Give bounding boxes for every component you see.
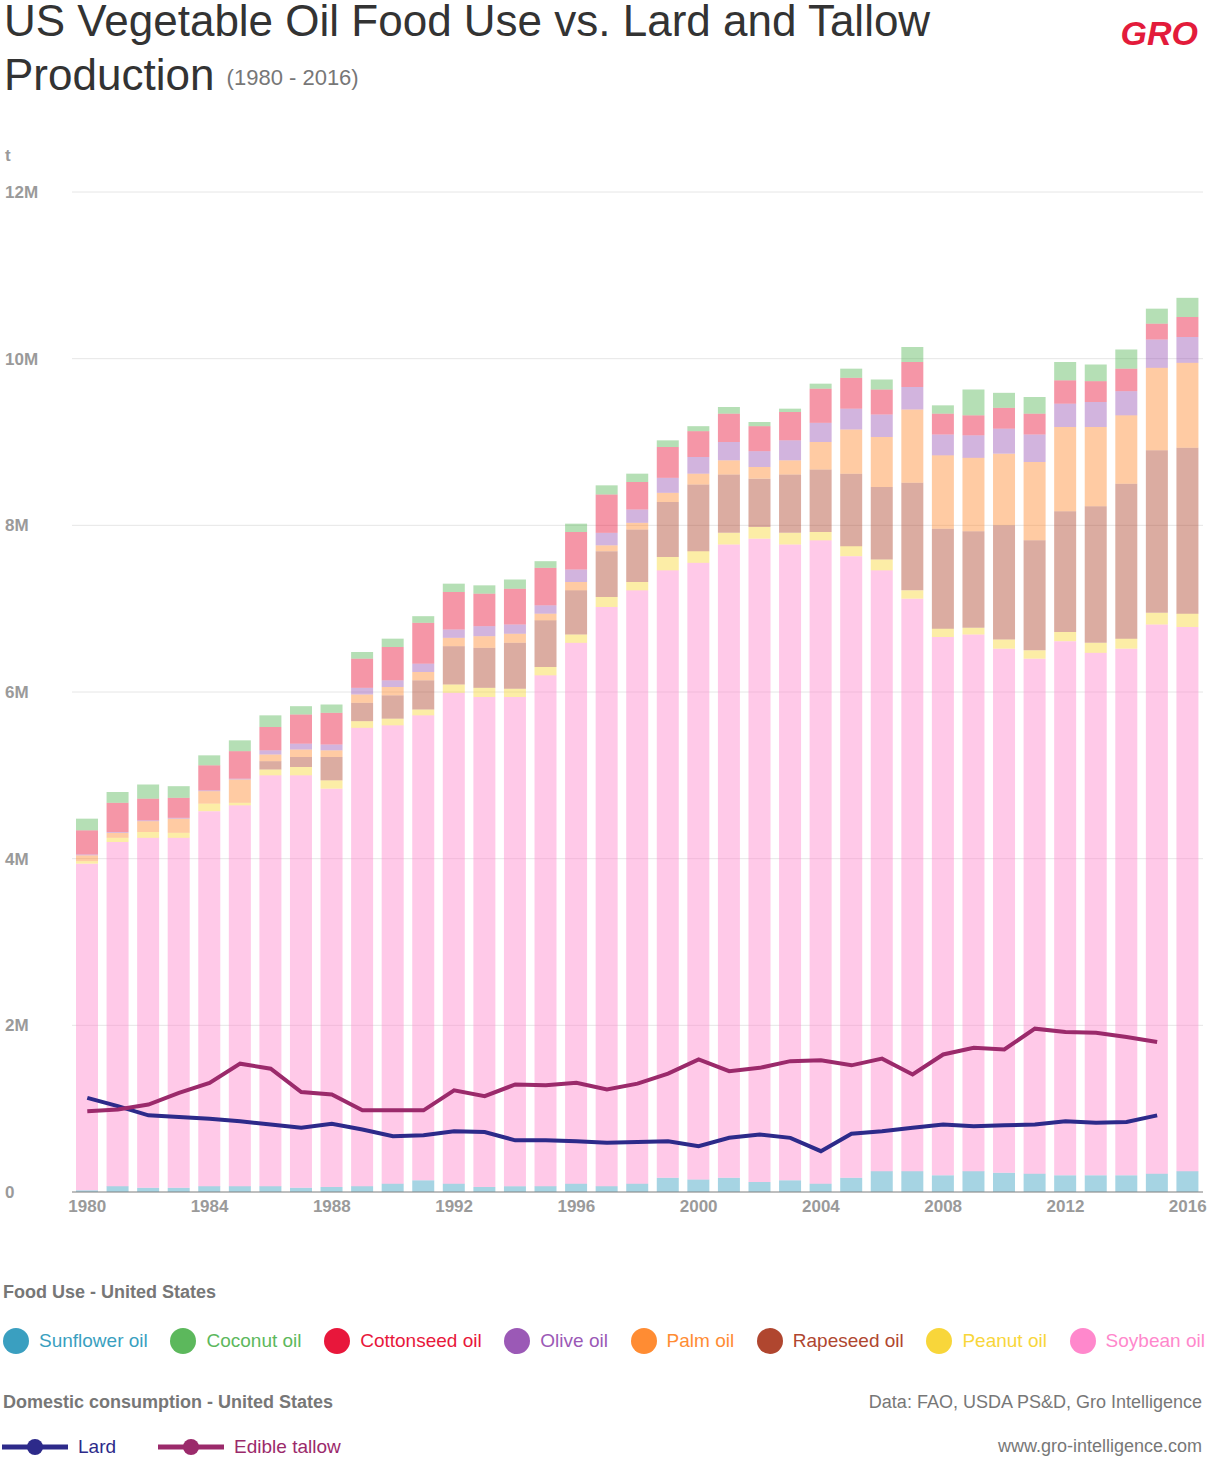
svg-text:10M: 10M: [8, 350, 38, 369]
svg-text:2008: 2008: [924, 1197, 962, 1216]
html-text:Peanut oil: Peanut oil: [962, 1330, 1047, 1351]
html-text:Palm oil: Palm oil: [666, 1330, 735, 1351]
svg-text:8M: 8M: [8, 516, 29, 535]
svg-text:0: 0: [8, 1183, 14, 1202]
svg-text:4M: 4M: [8, 850, 29, 869]
html-text:Lard: Lard: [78, 1436, 116, 1457]
svg-text:1992: 1992: [435, 1197, 473, 1216]
html-text:GRO: GRO: [1120, 14, 1198, 52]
html-text:Edible tallow: Edible tallow: [234, 1436, 341, 1457]
html-text:Domestic consumption - United: Domestic consumption - United States: [3, 1392, 333, 1412]
html-text:Rapeseed oil: Rapeseed oil: [792, 1330, 904, 1351]
svg-text:2000: 2000: [680, 1197, 718, 1216]
svg-text:1980: 1980: [68, 1197, 106, 1216]
html-text:(1980 - 2016): (1980 - 2016): [226, 65, 359, 91]
html-text:t: t: [5, 146, 11, 165]
svg-text:2016: 2016: [1169, 1197, 1200, 1216]
svg-text:12M: 12M: [8, 183, 38, 202]
html-text:Coconut oil: Coconut oil: [206, 1330, 302, 1351]
svg-text:6M: 6M: [8, 683, 29, 702]
svg-text:2M: 2M: [8, 1016, 29, 1035]
html-text:Data: FAO, USDA PS&D, Gro Inte: Data: FAO, USDA PS&D, Gro Intelligence: [868, 1392, 1202, 1412]
svg-text:1988: 1988: [313, 1197, 351, 1216]
html-text:Olive oil: Olive oil: [540, 1330, 608, 1351]
svg-text:2004: 2004: [802, 1197, 840, 1216]
html-text:Sunflower oil: Sunflower oil: [39, 1330, 148, 1351]
svg-text:2012: 2012: [1047, 1197, 1085, 1216]
html-text:Cottonseed oil: Cottonseed oil: [360, 1330, 482, 1351]
html-text:www.gro-intelligence.com: www.gro-intelligence.com: [997, 1436, 1202, 1456]
svg-text:1984: 1984: [191, 1197, 229, 1216]
html-text:Food Use - United States: Food Use - United States: [3, 1282, 216, 1302]
svg-text:1996: 1996: [557, 1197, 595, 1216]
html-text:Soybean oil: Soybean oil: [1105, 1330, 1205, 1351]
